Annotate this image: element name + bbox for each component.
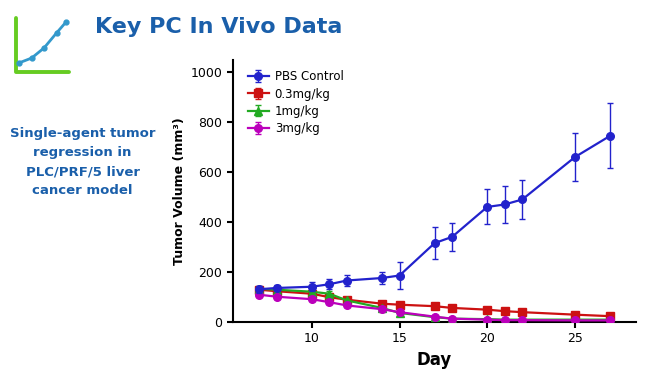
Legend: PBS Control, 0.3mg/kg, 1mg/kg, 3mg/kg: PBS Control, 0.3mg/kg, 1mg/kg, 3mg/kg (243, 66, 348, 140)
Text: Key PC In Vivo Data: Key PC In Vivo Data (95, 17, 342, 37)
Y-axis label: Tumor Volume (mm³): Tumor Volume (mm³) (173, 117, 186, 265)
X-axis label: Day: Day (417, 350, 452, 369)
Text: Single-agent tumor
regression in
PLC/PRF/5 liver
cancer model: Single-agent tumor regression in PLC/PRF… (10, 127, 155, 197)
